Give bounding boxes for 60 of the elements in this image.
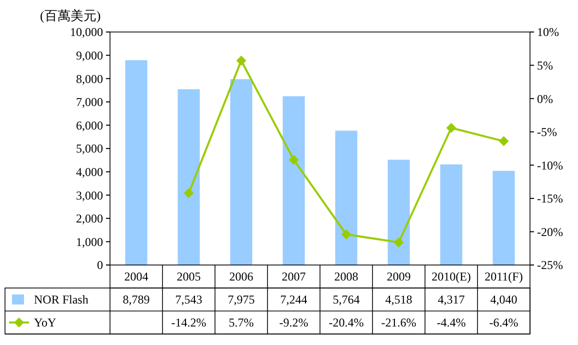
data-label: 7,543 [175,292,202,307]
y2-tick-label: -25% [537,258,563,272]
bar [125,60,148,265]
y-tick-label: 10,000 [70,25,103,40]
data-label: 4,317 [438,292,465,307]
x-tick-label: 2008 [334,270,358,284]
x-tick-label: 2004 [124,270,148,284]
y-tick-label: 8,000 [76,72,103,86]
data-label: -14.2% [171,316,206,330]
bar [388,160,410,265]
x-tick-label: 2005 [176,270,201,284]
y-tick-label: 9,000 [76,48,103,62]
y-tick-label: 3,000 [76,188,103,202]
y-tick-label: 1,000 [76,234,103,249]
y2-tick-label: -5% [537,125,557,140]
y2-tick-label: 5% [537,58,553,72]
point [184,188,194,198]
x-tick-label: 2006 [229,270,254,284]
y2-tick-label: 0% [537,92,553,106]
y-tick-label: 6,000 [76,118,103,132]
bar [335,130,358,265]
point [341,229,352,240]
point [394,237,404,248]
point [288,154,299,165]
legend-label: YoY [34,316,56,330]
y-tick-label: 7,000 [76,95,103,110]
data-label: 5.7% [228,316,254,330]
y2-tick-label: -20% [537,224,563,239]
data-label: 4,040 [490,292,518,307]
bar [282,96,305,265]
data-label: 7,975 [228,292,255,307]
x-tick-label: 2010(E) [432,270,471,284]
y-tick-label: 2,000 [76,212,103,226]
y-tick-label: 5,000 [76,142,103,156]
data-label: -4.4% [436,316,466,330]
y2-tick-label: -15% [537,192,563,206]
point [498,136,509,146]
y-tick-label: 4,000 [76,165,103,179]
data-label: 5,764 [332,292,360,307]
data-label: -20.4% [328,316,364,330]
point [236,56,246,66]
x-tick-label: 2007 [282,270,306,284]
y2-tick-label: -10% [537,158,563,172]
data-label: -9.2% [279,316,308,330]
data-label: 4,518 [385,292,412,307]
data-label: 8,789 [122,292,150,307]
bar [230,79,252,265]
data-label: -21.6% [381,316,416,330]
data-label: 7,244 [280,292,308,307]
x-tick-label: 2009 [386,270,411,284]
x-tick-label: 2011(F) [484,270,523,284]
bar [492,170,515,265]
data-label: -6.4% [489,316,518,330]
y2-tick-label: 10% [537,25,559,40]
bar [178,89,200,265]
y-axis-title: (百萬美元) [40,8,101,23]
point [446,122,456,133]
y-tick-label: 0 [97,258,103,272]
bar [440,164,462,265]
legend-label: NOR Flash [34,292,88,307]
